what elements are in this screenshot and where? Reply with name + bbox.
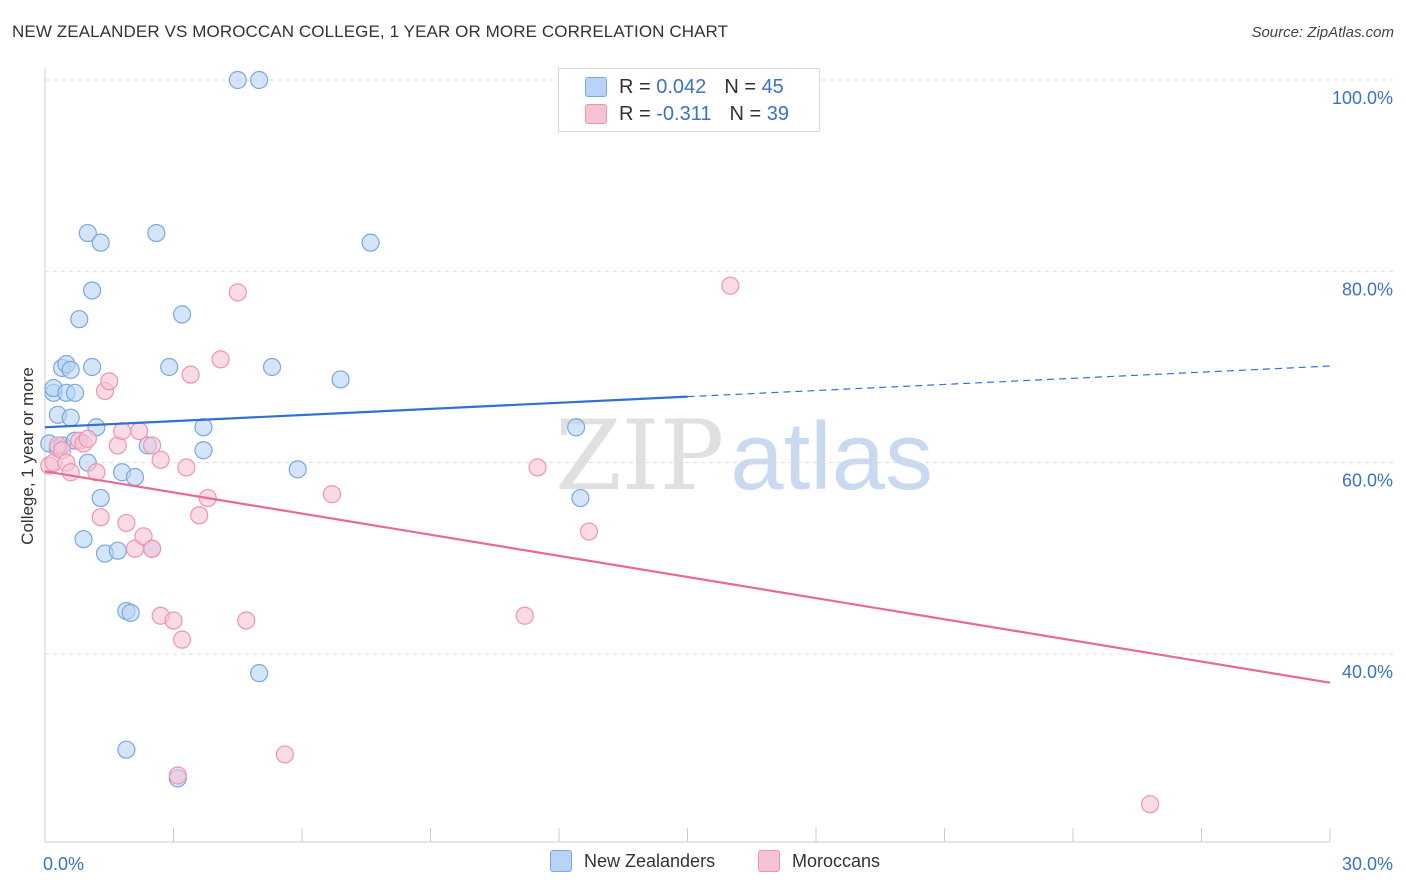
new-zealander-point <box>288 460 307 479</box>
moroccan-point <box>228 283 247 302</box>
new-zealander-point <box>160 357 179 377</box>
moroccan-point <box>112 421 132 441</box>
new-zealander-point <box>78 223 97 243</box>
legend-swatch-pink <box>758 850 780 872</box>
new-zealander-point <box>61 408 80 427</box>
new-zealander-point <box>65 383 85 402</box>
source-note: Source: ZipAtlas.com <box>1251 24 1394 41</box>
legend-stats: R = -0.311 N = 39 <box>619 103 789 126</box>
moroccan-point <box>100 372 119 391</box>
legend-r-label: R = <box>619 75 657 98</box>
y-tick-label: 60.0% <box>1342 471 1393 491</box>
new-zealander-point <box>194 441 213 460</box>
series-legend: New Zealanders Moroccans <box>0 850 1406 878</box>
new-zealander-point <box>117 740 136 759</box>
moroccan-point <box>579 522 599 541</box>
legend-n-label: N = <box>724 75 762 98</box>
moroccan-point <box>142 436 162 455</box>
new-zealander-trend-line <box>44 395 688 429</box>
legend-r-label: R = <box>619 102 657 125</box>
new-zealander-trend-extension <box>687 365 1331 398</box>
moroccan-point <box>211 350 230 369</box>
legend-r-value: -0.311 <box>656 102 712 125</box>
legend-swatch <box>585 104 607 124</box>
legend-n-value: 45 <box>761 75 784 98</box>
new-zealander-point <box>361 233 380 252</box>
moroccan-point <box>172 630 192 649</box>
new-zealander-point <box>250 664 269 683</box>
legend-label-moroccans: Moroccans <box>792 850 881 871</box>
legend-stats: R = 0.042 N = 45 <box>619 76 784 99</box>
new-zealander-point <box>172 305 192 324</box>
new-zealander-point <box>74 530 93 549</box>
watermark-atlas: atlas <box>730 403 933 510</box>
moroccan-point <box>528 458 547 477</box>
moroccan-point <box>61 463 80 482</box>
moroccan-point <box>130 421 149 441</box>
y-tick-label: 80.0% <box>1342 279 1393 299</box>
moroccan-point <box>168 766 187 785</box>
moroccan-point <box>515 606 534 625</box>
new-zealander-point <box>571 488 590 508</box>
moroccan-point <box>134 527 153 546</box>
new-zealander-point <box>331 370 350 389</box>
moroccan-point <box>237 611 256 630</box>
legend-item-moroccans[interactable]: Moroccans <box>758 850 880 872</box>
y-tick-label: 40.0% <box>1342 662 1393 682</box>
moroccan-point <box>1140 795 1160 814</box>
y-tick-label: 100.0% <box>1332 88 1393 108</box>
new-zealander-point <box>262 357 282 377</box>
new-zealander-point <box>250 70 269 90</box>
chart-title: NEW ZEALANDER VS MOROCCAN COLLEGE, 1 YEA… <box>12 22 729 41</box>
legend-r-value: 0.042 <box>656 75 707 98</box>
moroccan-point <box>117 513 136 533</box>
new-zealander-point <box>83 357 102 377</box>
moroccan-point <box>142 539 162 558</box>
new-zealander-point <box>125 467 145 487</box>
new-zealander-point <box>91 233 110 252</box>
new-zealander-point <box>567 418 586 437</box>
new-zealander-point <box>147 223 166 243</box>
legend-label-new-zealanders: New Zealanders <box>584 850 716 871</box>
moroccan-point <box>177 458 196 477</box>
new-zealander-point <box>228 70 247 90</box>
moroccan-point <box>322 485 342 504</box>
moroccan-point <box>190 506 209 525</box>
moroccan-point <box>78 429 97 448</box>
correlation-legend: R = 0.042 N = 45 R = -0.311 N = 39 <box>558 68 820 132</box>
new-zealander-point <box>121 603 140 622</box>
new-zealander-point <box>108 541 127 560</box>
moroccan-point <box>164 611 183 630</box>
legend-item-new-zealanders[interactable]: New Zealanders <box>550 850 715 872</box>
moroccan-point <box>275 745 294 764</box>
x-tick-label: 30.0% <box>1342 854 1393 874</box>
moroccan-trend-line <box>44 470 1331 684</box>
moroccan-point <box>721 276 740 295</box>
moroccan-point <box>181 365 200 384</box>
legend-swatch-blue <box>550 850 572 872</box>
legend-n-value: 39 <box>766 102 789 125</box>
moroccan-point <box>91 508 110 527</box>
legend-n-label: N = <box>729 102 767 125</box>
legend-swatch <box>585 77 607 97</box>
new-zealander-point <box>194 418 213 437</box>
new-zealander-point <box>91 488 110 508</box>
x-tick-label: 0.0% <box>43 854 84 874</box>
moroccan-point <box>151 450 170 469</box>
new-zealander-point <box>83 281 102 300</box>
new-zealander-point <box>70 310 89 329</box>
new-zealander-point <box>61 360 80 379</box>
